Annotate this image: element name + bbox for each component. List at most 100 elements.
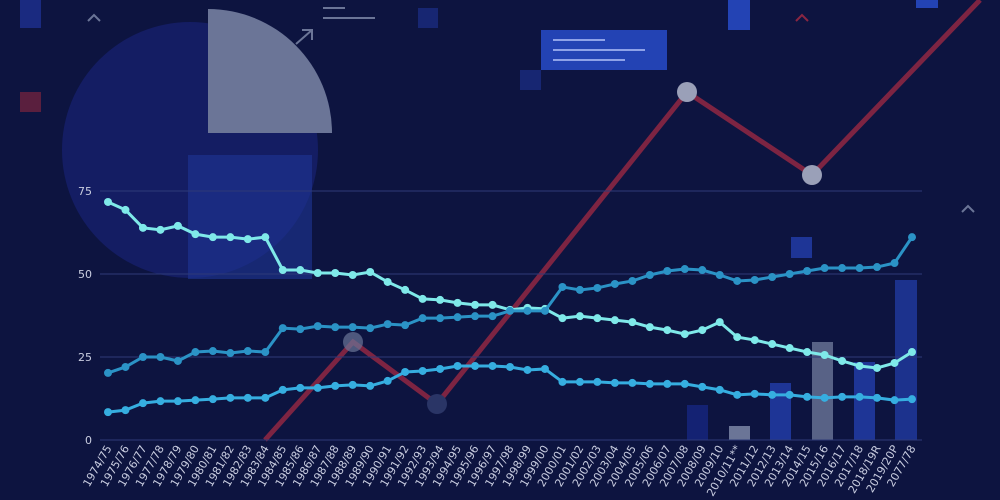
data-point xyxy=(855,361,864,370)
data-point xyxy=(715,318,724,327)
data-point xyxy=(313,269,322,278)
data-point xyxy=(366,268,375,277)
data-point xyxy=(506,306,514,315)
data-point xyxy=(733,390,742,399)
data-point xyxy=(575,285,584,294)
data-point xyxy=(715,270,724,279)
data-point xyxy=(750,336,759,345)
y-tick-label: 75 xyxy=(78,185,92,198)
data-point xyxy=(313,322,322,331)
data-point xyxy=(488,361,497,370)
data-point xyxy=(331,381,340,390)
data-point xyxy=(366,324,375,333)
data-point xyxy=(715,385,724,394)
data-point xyxy=(610,279,619,288)
data-point xyxy=(523,306,532,315)
data-point xyxy=(278,324,287,333)
data-point xyxy=(261,348,270,357)
data-point xyxy=(191,348,200,357)
data-point xyxy=(733,333,742,342)
data-point xyxy=(750,275,759,284)
data-point xyxy=(610,316,619,325)
data-point xyxy=(296,266,305,275)
data-point xyxy=(278,266,287,275)
data-point xyxy=(610,378,619,387)
data-point xyxy=(698,382,707,391)
data-point xyxy=(820,393,829,402)
data-point xyxy=(855,392,864,401)
data-point xyxy=(261,233,270,242)
data-point xyxy=(191,396,200,405)
data-point xyxy=(768,272,777,281)
plot-area: 02550751974/751975/761976/771977/781978/… xyxy=(78,185,922,499)
data-point xyxy=(820,351,829,360)
y-tick-label: 50 xyxy=(78,268,92,281)
data-point xyxy=(680,330,689,339)
data-point xyxy=(418,314,427,323)
data-point xyxy=(436,295,445,304)
data-point xyxy=(908,395,916,404)
data-point xyxy=(418,294,427,303)
data-point xyxy=(698,266,707,275)
data-point xyxy=(488,300,497,309)
data-point xyxy=(628,276,637,285)
data-point xyxy=(768,390,777,399)
data-point xyxy=(121,362,130,371)
data-point xyxy=(418,366,427,375)
data-point xyxy=(401,285,410,294)
data-point xyxy=(104,197,112,206)
data-point xyxy=(296,325,305,334)
data-point xyxy=(540,364,549,373)
data-point xyxy=(436,364,445,373)
data-point xyxy=(453,298,462,307)
data-point xyxy=(191,230,200,239)
data-point xyxy=(208,395,217,404)
data-point xyxy=(173,221,182,230)
data-point xyxy=(243,393,252,402)
data-point xyxy=(138,353,147,361)
data-point xyxy=(593,377,602,386)
y-tick-label: 25 xyxy=(78,351,92,364)
data-point xyxy=(838,392,847,401)
data-point xyxy=(401,321,410,330)
data-point xyxy=(471,312,480,321)
data-point xyxy=(453,313,462,322)
data-point xyxy=(558,377,567,386)
data-point xyxy=(680,379,689,388)
data-point xyxy=(261,393,270,402)
data-point xyxy=(313,383,322,392)
data-point xyxy=(855,264,864,273)
data-point xyxy=(908,233,916,242)
data-point xyxy=(908,348,916,357)
data-point xyxy=(558,282,567,291)
data-point xyxy=(243,235,252,244)
data-point xyxy=(243,347,252,356)
data-point xyxy=(785,270,794,278)
data-point xyxy=(680,265,689,274)
data-point xyxy=(104,368,112,377)
data-point xyxy=(453,361,462,370)
data-point xyxy=(104,408,112,417)
data-point xyxy=(733,276,742,285)
data-point xyxy=(838,356,847,365)
data-point xyxy=(156,353,165,361)
data-point xyxy=(803,267,812,276)
data-point xyxy=(698,326,707,335)
data-point xyxy=(873,263,882,272)
data-point xyxy=(506,362,514,371)
data-point xyxy=(663,326,672,335)
data-point xyxy=(471,361,480,370)
data-point xyxy=(803,392,812,401)
data-point xyxy=(383,277,392,286)
data-point xyxy=(873,393,882,402)
data-point xyxy=(645,323,654,332)
data-point xyxy=(890,358,899,367)
y-tick-label: 0 xyxy=(85,434,92,447)
data-point xyxy=(156,397,165,406)
data-point xyxy=(348,270,357,279)
data-point xyxy=(278,385,287,394)
data-point xyxy=(138,223,147,232)
data-point xyxy=(488,312,497,321)
data-point xyxy=(208,347,217,356)
